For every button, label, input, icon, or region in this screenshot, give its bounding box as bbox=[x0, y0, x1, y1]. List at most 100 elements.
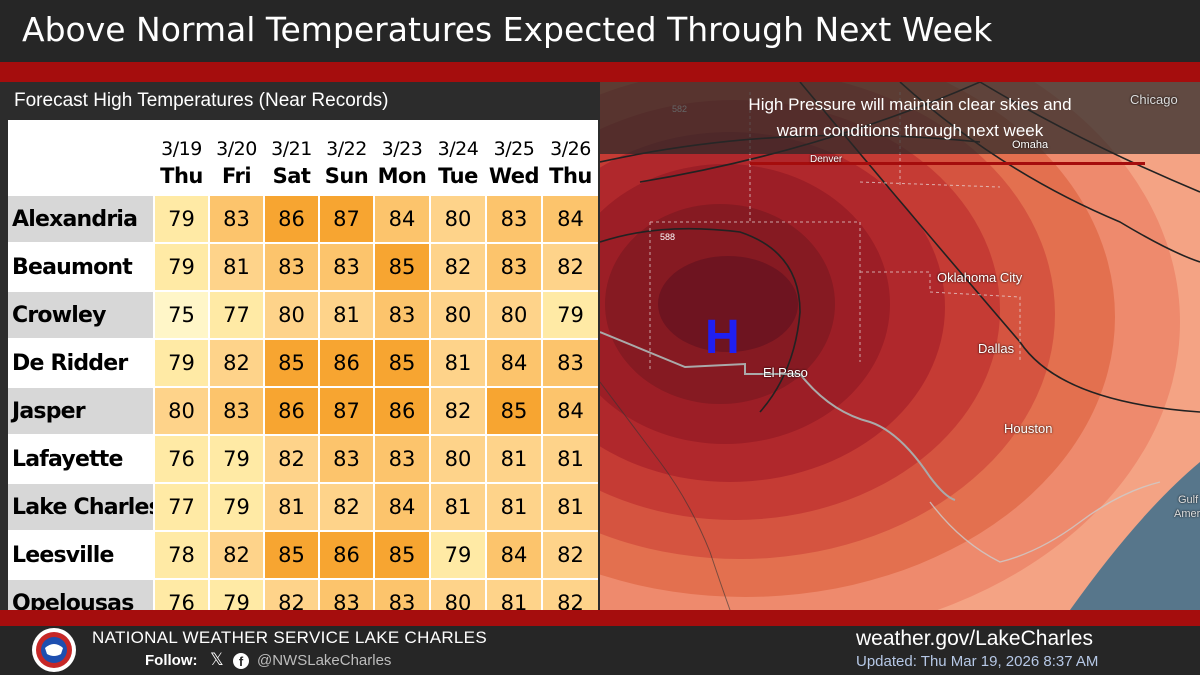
day-header: 3/20 Fri bbox=[208, 120, 264, 195]
height-contour-line bbox=[600, 227, 801, 413]
temperature-cell: 86 bbox=[318, 338, 374, 387]
temperature-cell: 79 bbox=[429, 530, 486, 579]
day-header: 3/24 Tue bbox=[429, 120, 486, 195]
date-label: 3/23 bbox=[381, 138, 423, 160]
upper-air-map: 582 588 High Pressure will maintain clea… bbox=[600, 82, 1200, 610]
temperature-cell: 87 bbox=[318, 386, 374, 435]
footer: NATIONAL WEATHER SERVICE LAKE CHARLES Fo… bbox=[0, 626, 1200, 675]
header-corner bbox=[8, 120, 154, 195]
forecast-table-container: 3/19 Thu 3/20 Fri 3/21 Sat 3/22 Sun 3/23 Mon … bbox=[8, 120, 598, 626]
date-label: 3/20 bbox=[216, 138, 257, 160]
city-label-omaha: Omaha bbox=[1012, 139, 1049, 151]
temperature-cell: 83 bbox=[373, 434, 430, 483]
city-name: Alexandria bbox=[8, 194, 154, 243]
follow-label: Follow: bbox=[145, 652, 198, 669]
city-name: Leesville bbox=[8, 530, 154, 579]
temperature-cell: 83 bbox=[318, 242, 374, 291]
page-title: Above Normal Temperatures Expected Throu… bbox=[22, 10, 993, 49]
temperature-cell: 84 bbox=[541, 386, 598, 435]
temperature-cell: 85 bbox=[485, 386, 542, 435]
table-row: Crowley 75 77 80 81 83 80 80 79 bbox=[8, 290, 598, 339]
day-header: 3/23 Mon bbox=[373, 120, 430, 195]
date-label: 3/22 bbox=[326, 138, 367, 160]
header-accent-bar bbox=[0, 62, 1200, 82]
temperature-cell: 82 bbox=[429, 242, 486, 291]
day-header: 3/19 Thu bbox=[153, 120, 209, 195]
social-handle[interactable]: @NWSLakeCharles bbox=[257, 652, 392, 669]
map-label-gulf: Gulf of bbox=[1178, 494, 1200, 506]
highlight-underline bbox=[750, 162, 1145, 165]
temperature-cell: 86 bbox=[373, 386, 430, 435]
temperature-cell: 82 bbox=[429, 386, 486, 435]
day-header: 3/26 Thu bbox=[541, 120, 598, 195]
temperature-cell: 81 bbox=[541, 482, 598, 531]
table-row: Leesville 78 82 85 86 85 79 84 82 bbox=[8, 530, 598, 579]
temperature-cell: 80 bbox=[153, 386, 209, 435]
temperature-cell: 77 bbox=[208, 290, 264, 339]
temperature-cell: 82 bbox=[263, 434, 319, 483]
border-line bbox=[600, 331, 956, 501]
date-label: 3/26 bbox=[550, 138, 591, 160]
contour-band bbox=[658, 256, 798, 352]
temperature-cell: 79 bbox=[153, 338, 209, 387]
organization-name: NATIONAL WEATHER SERVICE LAKE CHARLES bbox=[92, 628, 487, 647]
temperature-cell: 81 bbox=[263, 482, 319, 531]
day-header: 3/25 Wed bbox=[485, 120, 542, 195]
day-header: 3/21 Sat bbox=[263, 120, 319, 195]
forecast-panel: Forecast High Temperatures (Near Records… bbox=[0, 82, 600, 626]
coastline bbox=[929, 481, 1161, 563]
contour-label-588: 588 bbox=[660, 232, 675, 242]
temperature-cell: 79 bbox=[208, 482, 264, 531]
temperature-cell: 82 bbox=[208, 530, 264, 579]
state-borders bbox=[649, 92, 1021, 372]
weekday-label: Thu bbox=[549, 164, 592, 188]
temperature-cell: 80 bbox=[263, 290, 319, 339]
date-label: 3/25 bbox=[493, 138, 535, 160]
temperature-cell: 81 bbox=[541, 434, 598, 483]
city-label-el-paso: El Paso bbox=[763, 365, 808, 380]
gulf-water bbox=[1070, 462, 1200, 610]
date-label: 3/21 bbox=[271, 138, 312, 160]
day-header: 3/22 Sun bbox=[318, 120, 374, 195]
temperature-cell: 82 bbox=[318, 482, 374, 531]
city-label-chicago: Chicago bbox=[1130, 92, 1178, 107]
city-name: Jasper bbox=[8, 386, 154, 435]
city-label-dallas: Dallas bbox=[978, 341, 1015, 356]
table-row: Jasper 80 83 86 87 86 82 85 84 bbox=[8, 386, 598, 435]
temperature-cell: 81 bbox=[318, 290, 374, 339]
temperature-cell: 85 bbox=[373, 530, 430, 579]
weekday-label: Thu bbox=[160, 164, 203, 188]
banner-line-1: High Pressure will maintain clear skies … bbox=[748, 95, 1072, 114]
website-link[interactable]: weather.gov/LakeCharles bbox=[856, 627, 1093, 650]
banner-line-2: warm conditions through next week bbox=[776, 121, 1044, 140]
temperature-cell: 82 bbox=[541, 242, 598, 291]
city-name: Lafayette bbox=[8, 434, 154, 483]
table-row: De Ridder 79 82 85 86 85 81 84 83 bbox=[8, 338, 598, 387]
temperature-cell: 79 bbox=[153, 194, 209, 243]
temperature-cell: 81 bbox=[429, 338, 486, 387]
temperature-cell: 85 bbox=[373, 242, 430, 291]
temperature-cell: 78 bbox=[153, 530, 209, 579]
temperature-cell: 82 bbox=[208, 338, 264, 387]
table-row: Alexandria 79 83 86 87 84 80 83 84 bbox=[8, 194, 598, 243]
temperature-cell: 81 bbox=[485, 482, 542, 531]
temperature-cell: 75 bbox=[153, 290, 209, 339]
temperature-cell: 82 bbox=[541, 530, 598, 579]
date-label: 3/19 bbox=[161, 138, 202, 160]
temperature-cell: 81 bbox=[485, 434, 542, 483]
temperature-cell: 79 bbox=[541, 290, 598, 339]
weekday-label: Sat bbox=[272, 164, 311, 188]
temperature-cell: 85 bbox=[263, 530, 319, 579]
temperature-cell: 83 bbox=[208, 386, 264, 435]
temperature-cell: 81 bbox=[429, 482, 486, 531]
temperature-cell: 77 bbox=[153, 482, 209, 531]
map-graphic: 582 588 bbox=[600, 82, 1200, 610]
temperature-cell: 85 bbox=[263, 338, 319, 387]
temperature-cell: 81 bbox=[208, 242, 264, 291]
x-icon[interactable]: 𝕏 bbox=[210, 650, 224, 670]
temperature-cell: 85 bbox=[373, 338, 430, 387]
temperature-cell: 79 bbox=[153, 242, 209, 291]
weekday-label: Sun bbox=[324, 164, 369, 188]
map-banner bbox=[600, 82, 1200, 154]
facebook-icon[interactable]: f bbox=[233, 653, 249, 669]
